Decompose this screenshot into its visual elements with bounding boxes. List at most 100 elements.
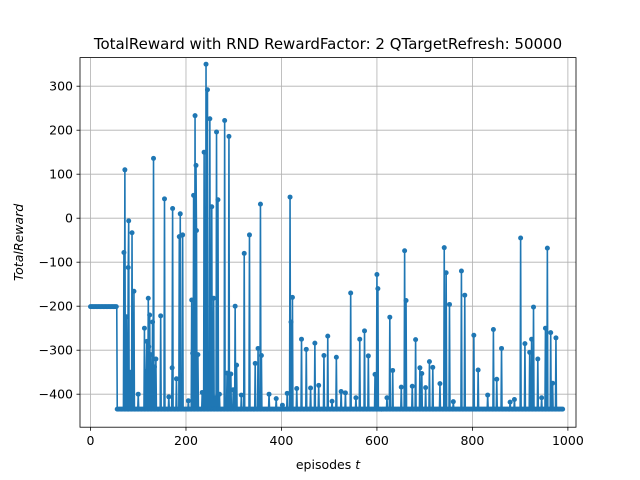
data-point (215, 197, 221, 203)
data-point (348, 290, 354, 296)
data-point (333, 354, 339, 360)
data-point (398, 384, 404, 390)
grid (80, 57, 576, 428)
data-point (471, 332, 477, 338)
data-point (226, 133, 232, 139)
data-point (312, 340, 318, 346)
data-point (230, 387, 236, 393)
data-point (409, 383, 415, 389)
data-point (151, 155, 157, 161)
data-point (544, 245, 550, 251)
data-point (170, 206, 176, 212)
data-point (127, 369, 133, 375)
data-point (144, 338, 150, 344)
data-point (145, 295, 151, 301)
data-point (535, 356, 541, 362)
data-point (294, 385, 300, 391)
data-point (325, 333, 331, 339)
data-point (485, 392, 491, 398)
y-tick-label: −200 (39, 299, 73, 314)
data-point (279, 402, 285, 408)
data-point (437, 381, 443, 387)
data-point (147, 312, 153, 318)
data-point (289, 294, 295, 300)
data-point (190, 350, 196, 356)
data-point (507, 399, 513, 405)
data-point (158, 313, 164, 319)
y-tick-label: 200 (49, 123, 73, 138)
data-point (384, 395, 390, 401)
data-point (234, 362, 240, 368)
data-point (321, 352, 327, 358)
data-point (288, 319, 294, 325)
data-point (299, 336, 305, 342)
data-point (494, 376, 500, 382)
data-point (423, 385, 429, 391)
data-point (180, 232, 186, 238)
data-point (403, 297, 409, 303)
data-point (141, 325, 147, 331)
data-point (151, 364, 157, 370)
data-point (257, 201, 263, 207)
data-point (357, 336, 363, 342)
data-point (146, 344, 152, 350)
data-point (284, 390, 290, 396)
x-tick-label: 1000 (552, 433, 584, 448)
data-point (199, 389, 205, 395)
data-point (252, 360, 258, 366)
data-point (490, 327, 496, 333)
data-point (266, 391, 272, 397)
data-point (426, 359, 432, 365)
plot-frame (79, 57, 577, 428)
data-point (113, 304, 119, 310)
x-axis-label: episodes t (296, 457, 361, 472)
data-point (166, 394, 172, 400)
data-point (443, 270, 449, 276)
data-point (191, 192, 197, 198)
data-point (232, 303, 238, 309)
data-point (241, 250, 247, 256)
data-point (150, 319, 156, 325)
data-point (204, 87, 210, 93)
data-point (287, 194, 293, 200)
data-point (121, 250, 127, 256)
data-point (143, 368, 149, 374)
data-point (214, 129, 220, 135)
x-tick-label: 600 (365, 433, 389, 448)
data-point (387, 314, 393, 320)
data-point (185, 398, 191, 404)
data-point (258, 352, 264, 358)
data-point (126, 218, 132, 224)
data-point (209, 204, 215, 210)
data-point (193, 162, 199, 168)
y-tick-label: 0 (65, 211, 73, 226)
data-point (228, 371, 234, 377)
data-point (542, 325, 548, 331)
x-axis-label-text: episodes (296, 457, 351, 472)
data-point (527, 349, 533, 355)
data-point (529, 336, 535, 342)
data-point (123, 314, 129, 320)
data-point (522, 341, 528, 347)
data-point (375, 286, 381, 292)
data-point (441, 245, 447, 251)
data-point (353, 395, 359, 401)
data-point (125, 264, 131, 270)
data-point (161, 196, 167, 202)
data-point (550, 380, 556, 386)
data-point (329, 398, 335, 404)
chart-title: TotalReward with RND RewardFactor: 2 QTa… (93, 35, 562, 53)
data-series (88, 61, 566, 412)
data-point (222, 118, 228, 124)
data-point (122, 167, 128, 173)
data-point (390, 367, 396, 373)
data-point (255, 345, 261, 351)
data-point (402, 248, 408, 254)
y-tick-label: −300 (39, 343, 73, 358)
data-point (362, 328, 368, 334)
data-point (189, 297, 195, 303)
data-point (548, 330, 554, 336)
x-tick-label: 800 (460, 433, 484, 448)
data-point (417, 365, 423, 371)
